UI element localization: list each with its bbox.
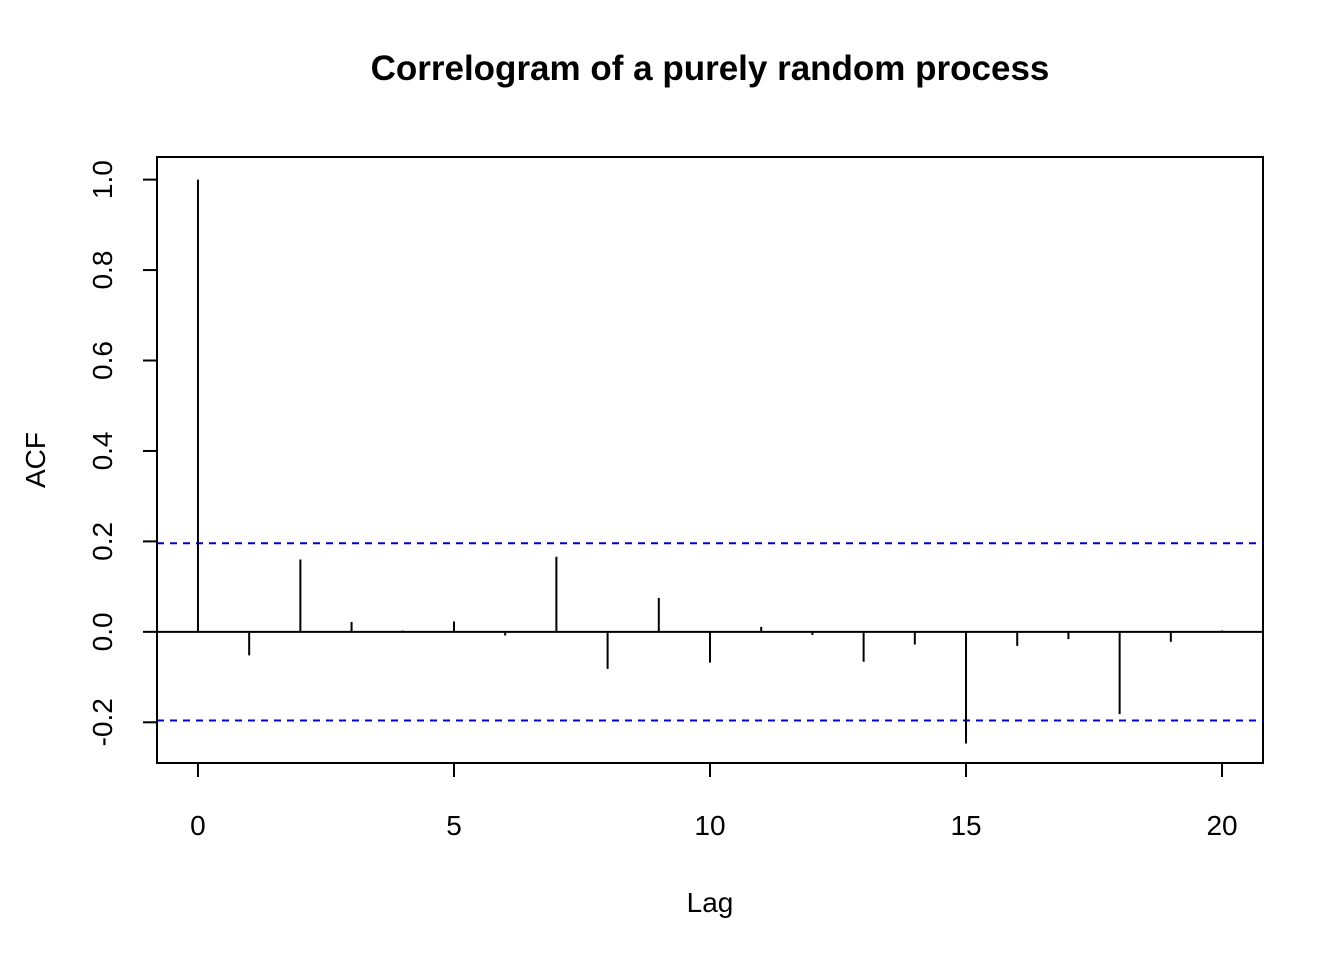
x-tick-label: 0 [190,810,206,841]
y-tick-label: 0.6 [87,341,118,380]
y-tick-label: 0.0 [87,612,118,651]
y-tick-label: -0.2 [87,698,118,746]
plot-frame [156,156,1264,764]
x-tick-label: 10 [694,810,725,841]
chart-title: Correlogram of a purely random process [371,49,1050,88]
x-tick-label: 15 [950,810,981,841]
y-tick-label: 0.8 [87,251,118,290]
y-axis-label: ACF [20,432,51,488]
y-axis: -0.2 0.0 0.2 0.4 0.6 0.8 1.0 [87,160,158,746]
x-axis-label: Lag [687,887,734,918]
x-tick-label: 5 [446,810,462,841]
y-tick-label: 0.4 [87,431,118,470]
x-axis: 0 5 10 15 20 [190,762,1238,841]
plot-marks [157,179,1263,744]
y-tick-label: 1.0 [87,160,118,199]
x-tick-label: 20 [1206,810,1237,841]
y-tick-label: 0.2 [87,522,118,561]
